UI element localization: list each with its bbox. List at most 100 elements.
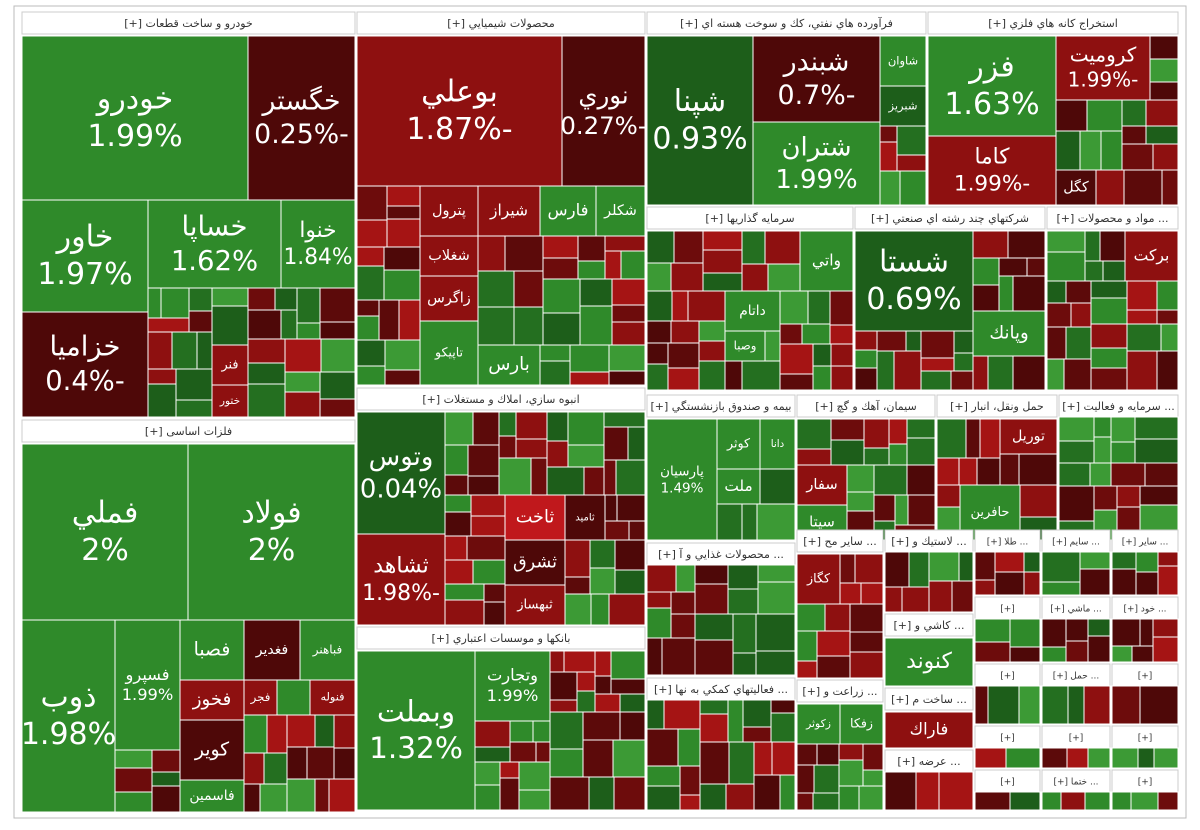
stock-tile [151,785,181,813]
sector-title[interactable]: [+] [1138,672,1153,682]
stock-tile [673,230,704,264]
sector-title[interactable]: ... لاستيك و [+] [891,535,967,548]
stock-tile [384,339,421,371]
stock-tile [243,714,268,754]
stock-tile [564,593,592,626]
sector-title[interactable]: ... مواد و محصولات [+] [1057,212,1169,225]
sector-title[interactable]: [+] [1000,672,1015,682]
stock-tile [546,411,569,442]
sector-title[interactable]: [+] [1000,778,1015,788]
stock-tile [741,360,781,391]
sector-title[interactable]: ... فعاليتهاي كمكي به نها [+] [654,683,788,696]
sector-title[interactable]: [+] [1138,734,1153,744]
stock-symbol: فملي [72,496,139,531]
sector-title[interactable]: [+] [1000,605,1015,615]
sector-title[interactable]: فلزات اساسی [+] [145,425,232,438]
stock-symbol: فخوز [192,689,232,710]
stock-tile [1156,309,1179,325]
stock-tile [646,230,675,264]
stock-change: 1.97% [37,257,132,292]
stock-tile [175,368,213,401]
stock-tile [974,551,996,581]
sector-title[interactable]: ... ساير [+] [1122,538,1169,548]
sector-title[interactable]: خودرو و ساخت قطعات [+] [124,17,253,30]
stock-tile [114,749,153,769]
stock-tile [280,309,298,340]
sector-title[interactable]: حمل ونقل، انبار [+] [950,400,1044,413]
sector-title[interactable]: بانكها و موسسات اعتباري [+] [432,632,571,645]
stock-tile [702,272,743,292]
stock-tile [1135,571,1159,596]
stock-tile [296,322,321,340]
stock-tile [542,257,579,280]
stock-tile [953,330,974,354]
sector-title[interactable]: سرمايه گذاريها [+] [705,212,794,225]
sector-title[interactable]: ... ساخت م [+] [891,693,967,706]
stock-tile [796,603,826,632]
sector-title[interactable]: ... محصولات غذايي و آ [+] [658,547,784,561]
sector-title[interactable]: ... ماشي [+] [1050,605,1101,615]
stock-tile [319,398,356,418]
sector-title[interactable]: فرآورده هاي نفتي، كك و سوخت هسته اي [+] [680,16,893,30]
sector-title[interactable]: ... خود [+] [1123,605,1166,615]
stock-tile [661,637,696,676]
stock-tile [509,720,534,743]
stock-tile [1110,462,1146,487]
sector-header-bg [356,626,646,650]
stock-tile [928,580,953,613]
stock-tile [1116,485,1141,508]
sector-title[interactable]: ... ساير مح [+] [803,535,876,548]
stock-tile [610,678,646,695]
stock-tile [1009,618,1041,648]
stock-tile [21,311,149,418]
stock-tile [356,299,380,317]
stock-symbol: فنوله [320,691,344,705]
sector-title[interactable]: بيمه و صندوق بازنشستگي [+] [651,400,792,413]
sector-title[interactable]: ... كاشي و [+] [893,619,964,632]
sector-header-bg [646,11,927,35]
stock-tile [646,607,672,639]
stock-tile [646,35,754,206]
stock-tile [383,246,421,271]
stock-tile [1145,125,1179,145]
stock-symbol: وبملت [377,694,455,728]
stock-symbol: وتجارت [487,666,538,686]
stock-tile [884,711,974,749]
sector-title[interactable]: ... زراعت و [+] [802,685,877,698]
stock-tile [147,368,177,385]
stock-tile [444,599,485,626]
stock-tile [444,474,469,496]
stock-symbol: زاگرس [427,290,471,307]
stock-symbol: توريل [1012,429,1045,445]
sector-title[interactable]: [+] [1069,734,1084,744]
sector-title[interactable]: ... حمل [+] [1053,672,1099,682]
stock-symbol: شاوان [888,54,918,69]
stock-tile [764,230,801,265]
sector-title[interactable]: ... عرضه [+] [897,755,960,768]
sector-title[interactable]: ... سرمايه و فعاليت [+] [1062,400,1174,413]
sector-title[interactable]: انبوه سازي، املاك و مستغلات [+] [422,393,579,406]
sector-title[interactable]: استخراج كانه هاي فلزي [+] [988,17,1118,30]
sector-title[interactable]: ... سايم [+] [1052,538,1100,548]
sector-title[interactable]: [+] [1138,778,1153,788]
stock-change: 1.32% [369,731,463,765]
sector-title[interactable]: سيمان، آهك و گچ [+] [815,399,916,413]
stock-tile [1090,323,1128,349]
stock-tile [539,360,571,386]
stock-tile [694,639,734,676]
stock-tile [499,777,520,811]
stock-tile [333,747,356,780]
stock-tile [1144,462,1179,487]
stock-tile [671,290,689,322]
sector-title[interactable]: [+] [1000,734,1015,744]
stock-tile [444,444,469,476]
stock-symbol: شتران [781,132,851,162]
stock-tile [147,331,173,370]
sector-title[interactable]: ... ختما [+] [1053,778,1098,788]
sector-title[interactable]: شركتهاي چند رشته اي صنعتي [+] [871,212,1029,225]
stock-tile [1111,645,1133,663]
sector-title[interactable]: ... طلا [+] [987,538,1028,548]
stock-tile [938,771,974,811]
sector-title[interactable]: محصولات شيميايي [+] [447,17,555,30]
